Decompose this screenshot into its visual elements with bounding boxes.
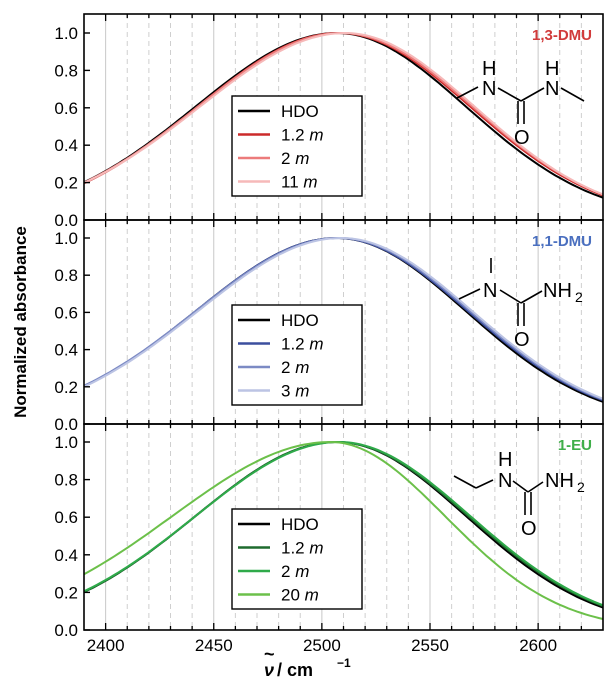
y-tick-label: 0.0 (54, 621, 78, 640)
x-axis-tilde: ~ (264, 644, 275, 664)
y-tick-label: 0.6 (54, 99, 78, 118)
y-tick-label: 0.8 (54, 61, 78, 80)
legend-label: 11 m (281, 173, 318, 192)
chem-nh2: NH (543, 280, 572, 302)
panel-1-eu: 0.0 0.2 0.4 0.6 0.8 1.0 2400 2450 2500 2550 2600 1-… (54, 423, 604, 655)
y-tick-label: 1.0 (54, 433, 78, 452)
panel-1-3-dmu: 0.0 0.2 0.4 0.6 0.8 1.0 1,3-DMU HDO 1.2 m 2 m 11 m (54, 13, 604, 230)
panel-1-1-dmu: 0.0 0.2 0.4 0.6 0.8 1.0 1,1-DMU HDO 1.2 m 2 m 3 m (54, 219, 604, 434)
legend-label: 2 m (281, 562, 309, 581)
panel-title: 1-EU (558, 437, 592, 454)
series-line-11 (83, 32, 604, 196)
y-tick-label: 1.0 (54, 229, 78, 248)
x-tick-label: 2500 (303, 636, 341, 655)
panel-title: 1,3-DMU (532, 27, 592, 44)
legend-label: 1.2 m (281, 126, 324, 145)
legend-label: 2 m (281, 358, 309, 377)
y-axis-label: Normalized absorbance (11, 226, 30, 418)
structure-1-3-dmu: N H O N H (456, 58, 585, 149)
x-axis-symbol: ν (264, 660, 274, 680)
legend-label: HDO (281, 102, 319, 121)
chem-h: H (498, 449, 512, 471)
chem-nh2: NH (545, 470, 574, 492)
chem-o: O (514, 127, 530, 149)
y-tick-label: 0.4 (54, 341, 78, 360)
y-tick-label: 0.8 (54, 266, 78, 285)
y-tick-label: 1.0 (54, 24, 78, 43)
chem-n: N (483, 280, 497, 302)
y-tick-label: 0.0 (54, 415, 78, 434)
chem-nh2-subscript: 2 (575, 289, 583, 305)
chem-nh2-subscript: 2 (577, 479, 585, 495)
legend-box (231, 95, 363, 197)
series-line-2 (83, 440, 604, 607)
chem-o: O (514, 329, 530, 351)
series-line-20 (83, 440, 604, 620)
x-tick-label: 2550 (411, 636, 449, 655)
y-tick-label: 0.8 (54, 471, 78, 490)
series-line-3 (83, 237, 604, 400)
x-tick-label: 2600 (519, 636, 557, 655)
chem-h-right: H (545, 58, 559, 80)
y-tick-label: 0.2 (54, 174, 78, 193)
x-axis-label: ν ~ / cm −1 (264, 644, 351, 680)
legend-label: 3 m (281, 382, 309, 401)
structure-1-eu: N H O NH 2 (453, 449, 585, 540)
y-tick-label: 0.2 (54, 378, 78, 397)
x-tick-label: 2450 (195, 636, 233, 655)
panel-title: 1,1-DMU (532, 233, 592, 250)
chem-n-right: N (545, 78, 559, 100)
x-axis-unit-exponent: −1 (337, 656, 351, 670)
chem-n: N (498, 470, 512, 492)
x-tick-label: 2400 (87, 636, 125, 655)
legend-label: HDO (281, 515, 319, 534)
y-tick-label: 0.6 (54, 508, 78, 527)
legend: HDO 1.2 m 2 m 20 m (231, 508, 363, 610)
structure-1-1-dmu: N O NH 2 (458, 258, 583, 351)
legend: HDO 1.2 m 2 m 11 m (231, 95, 363, 197)
y-tick-label: 0.6 (54, 303, 78, 322)
y-tick-label: 0.4 (54, 546, 78, 565)
legend-label: 1.2 m (281, 335, 324, 354)
legend-label: 20 m (281, 586, 319, 605)
legend-box (231, 304, 363, 406)
legend-label: 2 m (281, 149, 309, 168)
x-axis-unit: / cm (277, 660, 313, 680)
legend-box (231, 508, 363, 610)
chem-o: O (521, 518, 537, 540)
legend-label: 1.2 m (281, 539, 324, 558)
y-tick-label: 0.0 (54, 211, 78, 230)
y-tick-label: 0.4 (54, 136, 78, 155)
legend: HDO 1.2 m 2 m 3 m (231, 304, 363, 406)
legend-label: HDO (281, 311, 319, 330)
chem-h-left: H (482, 58, 496, 80)
y-tick-label: 0.2 (54, 583, 78, 602)
chem-n-left: N (482, 78, 496, 100)
